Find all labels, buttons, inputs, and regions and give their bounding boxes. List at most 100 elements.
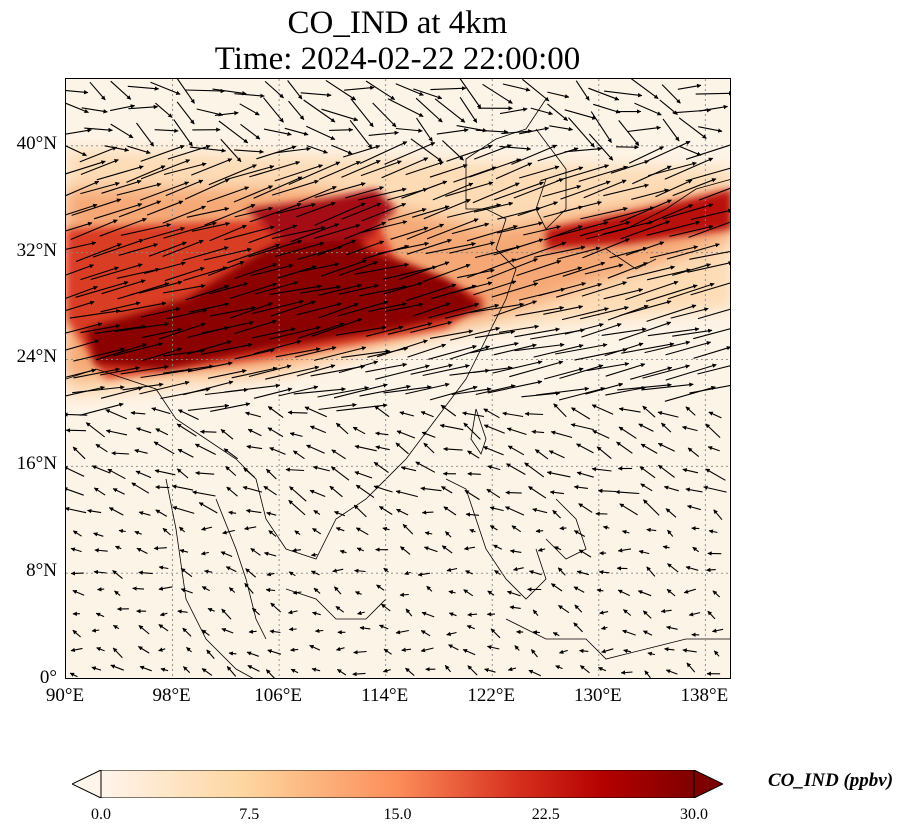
wind-arrow: [194, 443, 216, 455]
wind-arrow: [711, 628, 724, 633]
wind-arrow: [487, 380, 543, 394]
wind-arrow: [535, 528, 544, 534]
wind-arrow: [649, 245, 699, 259]
wind-arrow: [631, 188, 669, 200]
wind-arrow: [72, 446, 86, 460]
wind-arrow: [221, 628, 234, 634]
wind-arrow: [416, 117, 433, 142]
wind-arrow: [439, 423, 464, 431]
wind-arrow: [466, 625, 476, 630]
wind-arrow: [275, 241, 325, 258]
wind-arrow: [568, 117, 595, 148]
wind-arrow: [474, 245, 521, 259]
wind-arrow: [467, 612, 478, 617]
wind-arrow: [333, 510, 346, 517]
wind-arrow: [66, 506, 87, 514]
wind-arrow: [100, 301, 141, 313]
wind-arrow: [640, 443, 658, 454]
wind-arrow: [92, 239, 144, 258]
wind-arrow: [560, 180, 611, 200]
wind-arrow: [155, 484, 170, 490]
wind-arrow: [357, 610, 365, 616]
wind-arrow: [515, 305, 565, 317]
wind-arrow: [514, 327, 560, 338]
wind-arrow: [246, 444, 263, 450]
wind-arrow: [375, 445, 390, 451]
wind-arrow: [657, 442, 675, 452]
wind-arrow: [620, 199, 672, 223]
wind-arrow: [79, 146, 118, 163]
wind-arrow: [329, 485, 343, 498]
wind-arrow: [346, 240, 385, 256]
wind-arrow: [459, 96, 478, 123]
wind-arrow: [335, 605, 345, 613]
wind-arrow: [160, 667, 169, 672]
wind-arrow: [698, 104, 729, 112]
wind-arrow: [693, 328, 730, 340]
wind-arrow: [424, 531, 433, 536]
wind-arrow: [443, 446, 463, 452]
wind-arrow: [247, 428, 262, 437]
wind-arrow: [493, 343, 537, 356]
wind-arrow: [666, 243, 720, 260]
wind-arrow: [707, 446, 720, 452]
wind-arrow: [548, 450, 565, 459]
wind-arrow: [513, 566, 524, 572]
wind-arrow: [335, 646, 345, 652]
wind-arrow: [514, 241, 567, 261]
wind-arrow: [607, 262, 649, 279]
wind-arrow: [80, 266, 120, 281]
wind-arrow: [248, 224, 298, 244]
wind-arrow: [105, 409, 128, 420]
wind-arrow: [578, 549, 592, 558]
wind-arrow: [417, 572, 431, 577]
wind-arrow: [75, 243, 122, 263]
wind-arrow: [552, 509, 561, 519]
wind-arrow: [623, 609, 632, 616]
wind-arrow: [120, 364, 169, 375]
wind-arrow: [665, 363, 717, 381]
wind-arrow: [507, 666, 517, 672]
wind-arrow: [113, 342, 164, 357]
wind-arrow: [573, 622, 583, 633]
wind-arrow: [443, 506, 457, 516]
wind-arrow: [387, 98, 424, 117]
wind-arrow: [446, 567, 458, 573]
wind-arrow: [314, 182, 366, 198]
wind-arrow: [252, 327, 296, 339]
wind-arrow: [93, 532, 104, 537]
wind-arrow: [623, 648, 632, 654]
wind-arrow: [465, 570, 473, 575]
wind-arrow: [134, 530, 142, 536]
wind-arrow: [401, 647, 411, 653]
wind-arrow: [618, 120, 640, 146]
wind-arrow: [288, 499, 306, 516]
wind-arrow: [421, 510, 434, 515]
wind-arrow: [703, 485, 727, 493]
wind-arrow: [664, 647, 675, 652]
wind-arrow: [378, 624, 389, 630]
wind-arrow: [687, 447, 700, 458]
wind-arrow: [265, 669, 275, 678]
wind-arrow: [184, 178, 230, 200]
wind-arrow: [226, 486, 238, 497]
lon-tick-label: 122°E: [467, 685, 516, 706]
wind-arrow: [318, 161, 361, 180]
wind-arrow: [373, 485, 393, 493]
wind-arrow: [146, 200, 184, 216]
wind-arrow: [448, 644, 459, 651]
wind-arrow: [118, 200, 162, 218]
wind-arrow: [208, 164, 257, 186]
wind-arrow: [163, 162, 207, 176]
wind-arrow: [448, 590, 456, 595]
wind-arrow: [625, 241, 665, 256]
wind-arrow: [646, 304, 697, 322]
wind-arrow: [185, 284, 230, 301]
wind-arrow: [72, 530, 82, 537]
wind-arrow: [66, 487, 84, 496]
wind-arrow: [571, 407, 591, 420]
wind-arrow: [110, 664, 124, 671]
wind-arrow: [698, 187, 730, 201]
wind-arrow: [524, 411, 544, 417]
wind-arrow: [269, 447, 286, 455]
